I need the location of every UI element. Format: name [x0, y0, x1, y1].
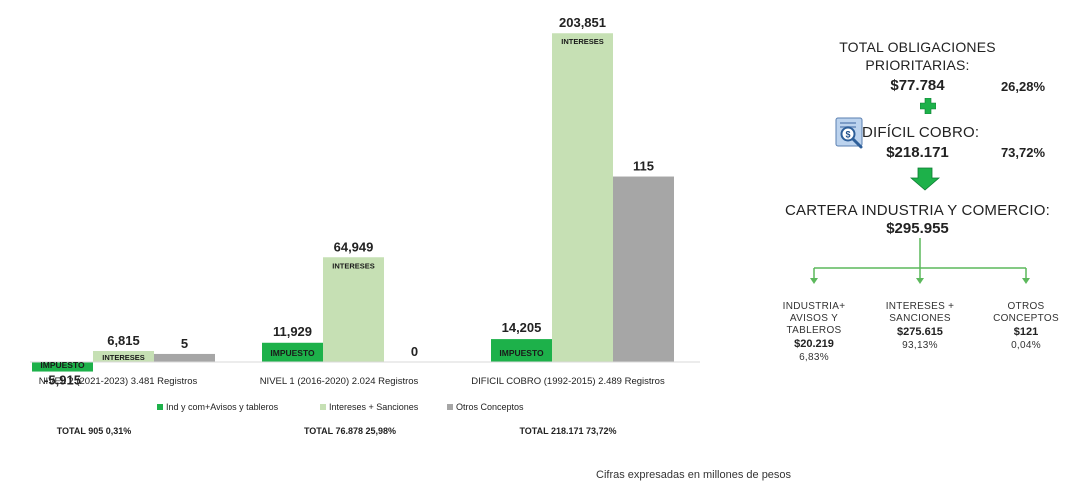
data-label-1-1: 64,949 [334, 239, 374, 254]
down-arrow-icon [910, 167, 940, 191]
bar-chart: IMPUESTO -5,915 IMPUESTO 11,929 IMPUESTO 14,2… [30, 15, 700, 436]
plus-icon [920, 98, 936, 114]
bar-0-2 [491, 339, 552, 362]
data-label-2-0: 5 [181, 336, 188, 351]
legend-swatch-1 [320, 404, 326, 410]
labels-layer: IMPUESTO -5,915 IMPUESTO 11,929 IMPUESTO 14,2… [39, 15, 665, 387]
branch-intereses-value: $275.615 [897, 326, 943, 338]
magnifier-document-icon: $ [835, 117, 863, 149]
dificil-cobro-value: $218.171 [886, 144, 949, 161]
branch-intereses-percent: 93,13% [902, 340, 938, 351]
bar-1-2 [552, 33, 613, 363]
branch-industria-line1: INDUSTRIA+ [782, 301, 846, 312]
data-label-2-2: 115 [633, 159, 654, 174]
branch-industria-value: $20.219 [794, 338, 834, 350]
total-percent: 26,28% [1000, 79, 1046, 94]
bar-0-0 [32, 362, 93, 372]
data-label-0-1: 11,929 [273, 324, 312, 339]
category-label-1: NIVEL 1 (2016-2020) 2.024 Registros [260, 376, 419, 387]
svg-text:$: $ [845, 130, 850, 140]
bar-inner-label-0-2: IMPUESTO [499, 348, 544, 358]
bar-inner-label-1-2: INTERESES [561, 37, 604, 46]
data-label-0-2: 14,205 [502, 320, 542, 335]
branch-otros-value: $121 [1013, 326, 1039, 338]
bar-inner-label-1-1: INTERESES [332, 261, 375, 270]
branch-intereses-line1: INTERESES + [885, 301, 955, 312]
legend-swatch-2 [447, 404, 453, 410]
legend-label-1: Intereses + Sanciones [329, 402, 419, 412]
cartera-value: $295.955 [886, 220, 949, 237]
footnote: Cifras expresadas en millones de pesos [596, 469, 792, 481]
bar-0-1 [262, 342, 323, 362]
total-label-2: TOTAL 218.171 73,72% [519, 426, 616, 436]
category-label-2: DIFICIL COBRO (1992-2015) 2.489 Registro… [471, 376, 665, 387]
total-value: $77.784 [890, 77, 945, 94]
bar-2-0 [154, 353, 215, 362]
dificil-cobro-percent: 73,72% [1000, 145, 1046, 160]
bar-inner-label-1-0: INTERESES [102, 353, 145, 362]
total-label-1: TOTAL 76.878 25,98% [304, 426, 396, 436]
bar-2-2 [613, 176, 674, 362]
legend-label-2: Otros Conceptos [456, 402, 524, 412]
data-label-2-1: 0 [411, 344, 418, 359]
branch-otros-line1: OTROS [1007, 301, 1045, 312]
branch-otros-line2: CONCEPTOS [993, 313, 1059, 324]
data-label-0-0: -5,915 [44, 373, 81, 388]
branch-intereses-line2: SANCIONES [889, 313, 951, 324]
dificil-cobro-label: DIFÍCIL COBRO: [862, 124, 980, 141]
data-label-1-2: 203,851 [559, 15, 606, 30]
branch-connector [810, 238, 1030, 284]
cartera-label: CARTERA INDUSTRIA Y COMERCIO: [784, 202, 1051, 219]
bar-1-1 [323, 257, 384, 362]
summary-panel: TOTAL OBLIGACIONES PRIORITARIAS: $77.784… [770, 0, 1065, 400]
total-title-line1: TOTAL OBLIGACIONES [839, 39, 996, 55]
legend-swatch-0 [157, 404, 163, 410]
legend-label-0: Ind y com+Avisos y tableros [166, 402, 279, 412]
category-label-0: NIVEL 2 (2021-2023) 3.481 Registros [39, 376, 198, 387]
bar-inner-label-0-0: IMPUESTO [40, 360, 85, 370]
total-label-0: TOTAL 905 0,31% [57, 426, 132, 436]
totals: TOTAL 905 0,31% TOTAL 76.878 25,98% TOTAL … [57, 426, 617, 436]
legend: Ind y com+Avisos y tableros Intereses + S… [157, 402, 524, 412]
bars-layer [30, 33, 700, 372]
data-label-1-0: 6,815 [107, 333, 140, 348]
bar-inner-label-0-1: IMPUESTO [270, 348, 315, 358]
total-title-line2: PRIORITARIAS: [865, 57, 970, 73]
branch-industria-line3: TABLEROS [786, 325, 842, 336]
branch-industria-percent: 6,83% [799, 352, 829, 363]
branch-otros-percent: 0,04% [1011, 340, 1041, 351]
bar-1-0 [93, 351, 154, 362]
branch-industria-line2: AVISOS Y [789, 313, 839, 324]
